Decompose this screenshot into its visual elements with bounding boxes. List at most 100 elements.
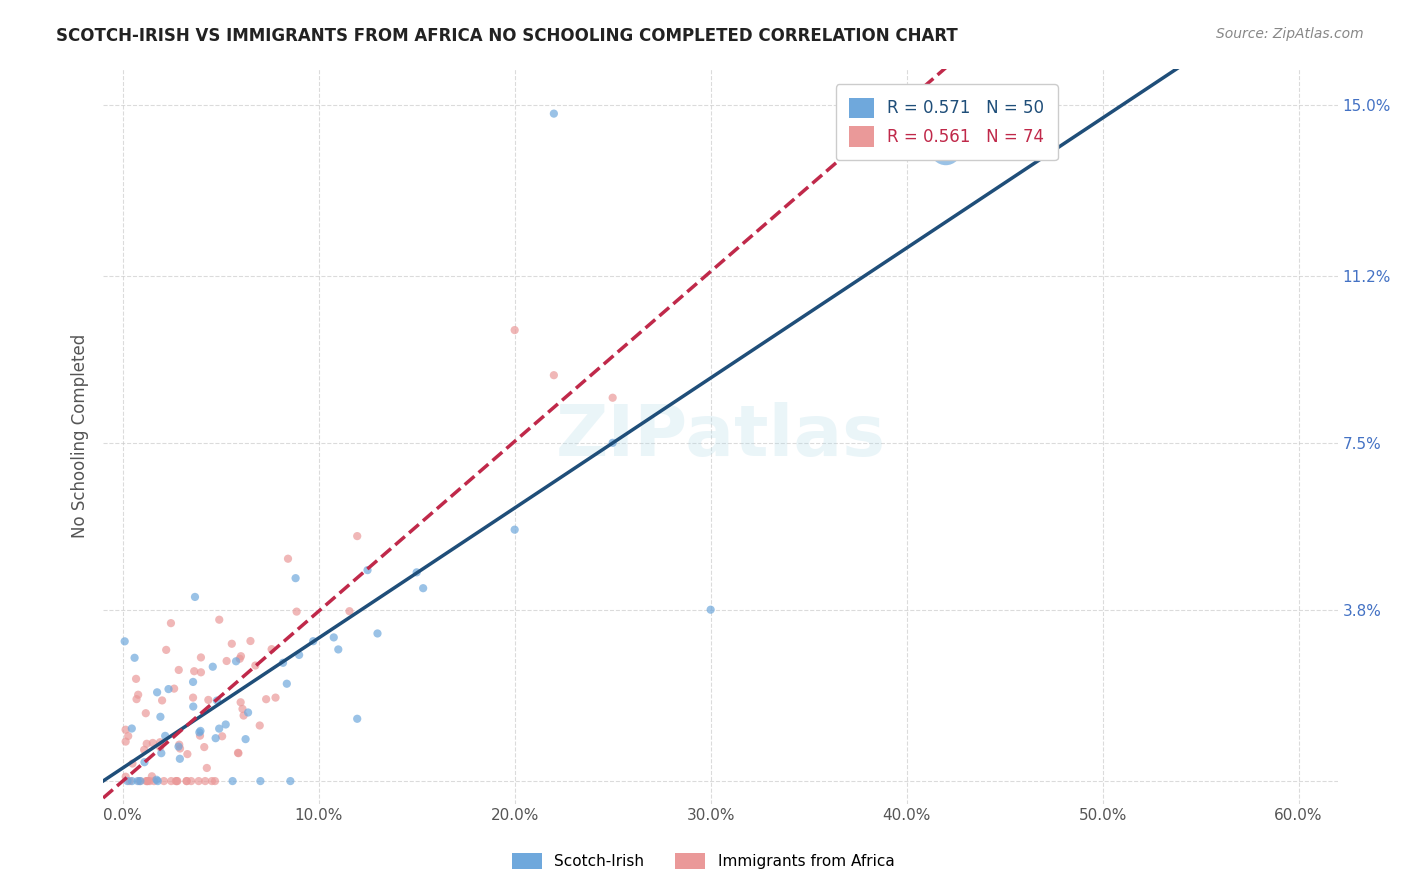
Point (121, 756, 143, 771)
Point (288, 648, 311, 662)
Point (543, 368, 565, 383)
Point (208, 722, 231, 736)
Point (276, 677, 298, 691)
Point (503, 523, 526, 537)
Point (149, 710, 172, 724)
Point (228, 746, 250, 760)
Point (117, 729, 139, 743)
Point (190, 650, 212, 665)
Point (405, 566, 427, 580)
Point (136, 774, 159, 789)
Point (150, 746, 173, 760)
Point (125, 692, 148, 706)
Point (127, 774, 149, 789)
Point (249, 718, 271, 732)
Point (181, 699, 204, 714)
Point (145, 772, 167, 787)
Point (165, 774, 187, 789)
Point (180, 774, 202, 789)
Point (412, 581, 434, 595)
Point (195, 761, 218, 775)
Point (166, 774, 188, 789)
Point (322, 631, 344, 645)
Legend: Scotch-Irish, Immigrants from Africa: Scotch-Irish, Immigrants from Africa (506, 847, 900, 875)
Point (236, 706, 259, 720)
Point (181, 690, 204, 705)
Point (232, 708, 254, 723)
Point (167, 739, 190, 754)
Point (176, 774, 198, 789)
Point (188, 725, 211, 739)
Point (229, 695, 252, 709)
Point (205, 693, 228, 707)
Point (114, 723, 136, 737)
Point (254, 692, 277, 706)
Point (277, 551, 299, 566)
Point (160, 774, 183, 789)
Point (135, 737, 157, 751)
Point (121, 722, 143, 736)
Point (245, 658, 267, 673)
Point (602, 435, 624, 450)
Point (346, 529, 368, 543)
Point (155, 643, 177, 657)
Point (271, 656, 294, 670)
Point (285, 605, 308, 619)
Point (221, 774, 243, 789)
Point (260, 642, 283, 657)
Legend: R = 0.571   N = 50, R = 0.561   N = 74: R = 0.571 N = 50, R = 0.561 N = 74 (835, 84, 1057, 160)
Point (239, 634, 262, 648)
Point (181, 674, 204, 689)
Text: Source: ZipAtlas.com: Source: ZipAtlas.com (1216, 27, 1364, 41)
Point (183, 664, 205, 678)
Point (149, 735, 172, 749)
Point (117, 774, 139, 789)
Point (142, 736, 165, 750)
Point (201, 659, 224, 673)
Point (153, 774, 176, 789)
Point (211, 729, 233, 743)
Point (118, 774, 141, 789)
Point (197, 693, 219, 707)
Point (264, 690, 287, 705)
Point (302, 634, 325, 648)
Point (190, 665, 212, 680)
Point (235, 732, 257, 747)
Point (229, 649, 252, 664)
Point (339, 604, 361, 618)
Point (136, 774, 159, 789)
Point (163, 681, 186, 696)
Point (204, 774, 226, 789)
Point (146, 774, 169, 789)
Point (187, 774, 209, 789)
Point (201, 774, 224, 789)
Point (128, 774, 150, 789)
Point (169, 752, 191, 766)
Point (125, 672, 148, 686)
Point (231, 702, 253, 716)
Point (184, 590, 207, 604)
Point (169, 741, 191, 756)
Point (225, 654, 247, 668)
Point (167, 663, 190, 677)
Point (215, 717, 238, 731)
Point (167, 738, 190, 752)
Point (160, 616, 183, 631)
Point (135, 706, 157, 721)
Point (146, 685, 169, 699)
Point (166, 774, 188, 789)
Point (176, 774, 198, 789)
Point (114, 634, 136, 648)
Point (346, 712, 368, 726)
Point (204, 731, 226, 746)
Point (114, 734, 136, 748)
Point (602, 391, 624, 405)
Point (543, 106, 565, 120)
Point (215, 654, 238, 668)
Point (153, 729, 176, 743)
Point (194, 774, 217, 789)
Point (188, 729, 211, 743)
Point (129, 774, 152, 789)
Point (190, 723, 212, 738)
Point (284, 571, 307, 585)
